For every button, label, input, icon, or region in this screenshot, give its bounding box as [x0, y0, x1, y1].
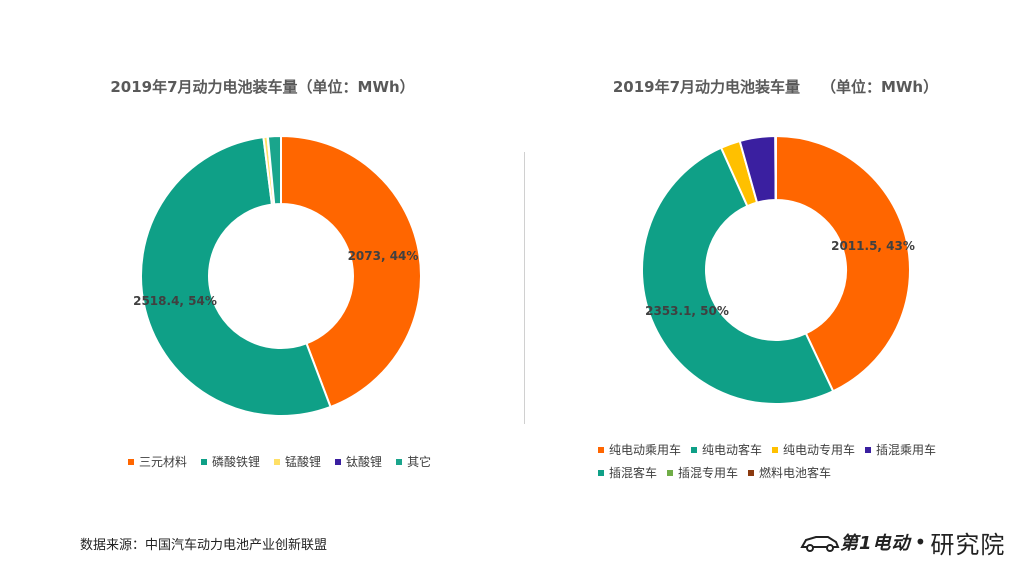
data-label-1-0: 2011.5, 43%: [831, 239, 915, 253]
legend-label: 其它: [407, 455, 432, 469]
legend-swatch: [865, 447, 872, 453]
legend-label: 锰酸锂: [285, 455, 322, 469]
legend-label: 燃料电池客车: [759, 466, 832, 480]
legend-swatch: [128, 458, 134, 465]
legend-swatch: [598, 447, 604, 453]
chart-title-right: 2019年7月动力电池装车量 （单位：MWh）: [612, 78, 939, 96]
legend-swatch: [335, 458, 342, 465]
brand-logo: 第1电动 • 研究院: [800, 524, 1005, 560]
legend-swatch: [274, 458, 281, 465]
data-label-0-0: 2073, 44%: [348, 249, 419, 263]
data-label-0-1: 2518.4, 54%: [133, 294, 217, 308]
legend-item-0-0: 三元材料: [128, 453, 187, 470]
donut-slice-0-0: [280, 134, 422, 409]
legend-label: 磷酸铁锂: [212, 455, 261, 469]
donut-slice-1-4: [774, 134, 777, 202]
legend-swatch: [396, 458, 403, 465]
legend-swatch: [748, 470, 755, 476]
legend-label: 插混客车: [609, 466, 658, 480]
data-label-1-1: 2353.1, 50%: [645, 304, 729, 318]
legend-label: 纯电动乘用车: [609, 443, 682, 457]
legend-item-1-4: 插混客车: [598, 462, 657, 484]
legend-label: 插混乘用车: [876, 443, 937, 457]
logo-brand: 第1电动: [840, 533, 911, 554]
car-icon: [800, 536, 840, 552]
legend-item-0-3: 钛酸锂: [335, 453, 382, 470]
legend-item-1-2: 纯电动专用车: [772, 439, 855, 461]
donut-slice-0-4: [266, 134, 282, 206]
chart-title-left: 2019年7月动力电池装车量（单位：MWh）: [110, 78, 415, 96]
legend-right: 纯电动乘用车 纯电动客车 纯电动专用车 插混乘用车插混客车 插混专用车 燃料电池客车: [598, 438, 978, 484]
legend-item-1-6: 燃料电池客车: [748, 462, 831, 484]
data-source-note: 数据来源：中国汽车动力电池产业创新联盟: [80, 538, 328, 553]
legend-left: 三元材料 磷酸铁锂 锰酸锂 钛酸锂 其它: [128, 453, 488, 470]
legend-item-1-0: 纯电动乘用车: [598, 439, 681, 461]
legend-item-0-4: 其它: [396, 453, 431, 470]
legend-label: 纯电动专用车: [783, 443, 856, 457]
legend-swatch: [772, 447, 779, 453]
donut-slice-0-1: [140, 135, 332, 417]
donut-slice-1-0: [775, 134, 911, 393]
logo-suffix: 研究院: [930, 530, 1006, 559]
legend-item-1-3: 插混乘用车: [865, 439, 936, 461]
legend-swatch: [201, 458, 208, 465]
legend-item-0-2: 锰酸锂: [274, 453, 321, 470]
donut-chart-left: 2073, 44% 2518.4, 54%: [133, 134, 422, 417]
legend-swatch: [691, 447, 698, 453]
legend-label: 钛酸锂: [346, 455, 383, 469]
logo-dot: •: [914, 530, 927, 554]
donut-slice-1-3: [738, 134, 777, 204]
legend-item-1-1: 纯电动客车: [691, 439, 762, 461]
legend-label: 三元材料: [139, 455, 188, 469]
legend-swatch: [667, 470, 674, 476]
legend-item-1-5: 插混专用车: [667, 462, 738, 484]
donut-slice-1-1: [640, 146, 835, 405]
legend-label: 插混专用车: [678, 466, 739, 480]
donut-slice-1-2: [719, 139, 759, 208]
divider: [524, 152, 525, 424]
legend-item-0-1: 磷酸铁锂: [201, 453, 260, 470]
legend-swatch: [598, 470, 604, 476]
legend-label: 纯电动客车: [702, 443, 763, 457]
